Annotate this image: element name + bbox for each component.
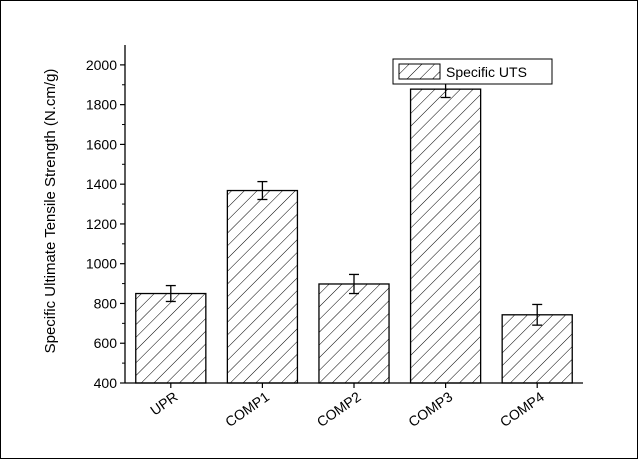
- x-tick-label: COMP2: [314, 388, 364, 430]
- x-ticks: UPR COMP1 COMP2 COMP3 COMP4: [147, 383, 547, 430]
- bar-comp3: [409, 88, 482, 384]
- y-axis-label: Specific Ultimate Tensile Strength (N.cm…: [42, 69, 59, 354]
- bar-upr: [135, 292, 207, 384]
- x-tick-label: COMP3: [405, 388, 455, 430]
- y-tick-label: 800: [94, 295, 118, 311]
- error-bars: [165, 80, 543, 326]
- x-tick-label: COMP4: [497, 388, 547, 430]
- y-tick-label: 400: [94, 375, 118, 391]
- y-tick-label: 2000: [86, 57, 117, 73]
- bar-comp2: [318, 283, 390, 384]
- legend-label: Specific UTS: [446, 64, 527, 80]
- legend: Specific UTS: [392, 58, 553, 85]
- y-tick-label: 600: [94, 335, 118, 351]
- y-tick-label: 1200: [86, 216, 117, 232]
- y-ticks: 400 600 800 1000 1200 1400 1600 1800 2000: [86, 57, 125, 391]
- bar-comp1: [226, 189, 299, 384]
- x-tick-label: UPR: [147, 388, 180, 418]
- legend-swatch: [398, 63, 441, 80]
- x-tick-label: COMP1: [222, 388, 272, 430]
- y-tick-label: 1000: [86, 256, 117, 272]
- y-tick-label: 1800: [86, 97, 117, 113]
- bars: [135, 88, 573, 384]
- y-tick-label: 1600: [86, 136, 117, 152]
- y-tick-label: 1400: [86, 176, 117, 192]
- bar-comp4: [501, 314, 573, 384]
